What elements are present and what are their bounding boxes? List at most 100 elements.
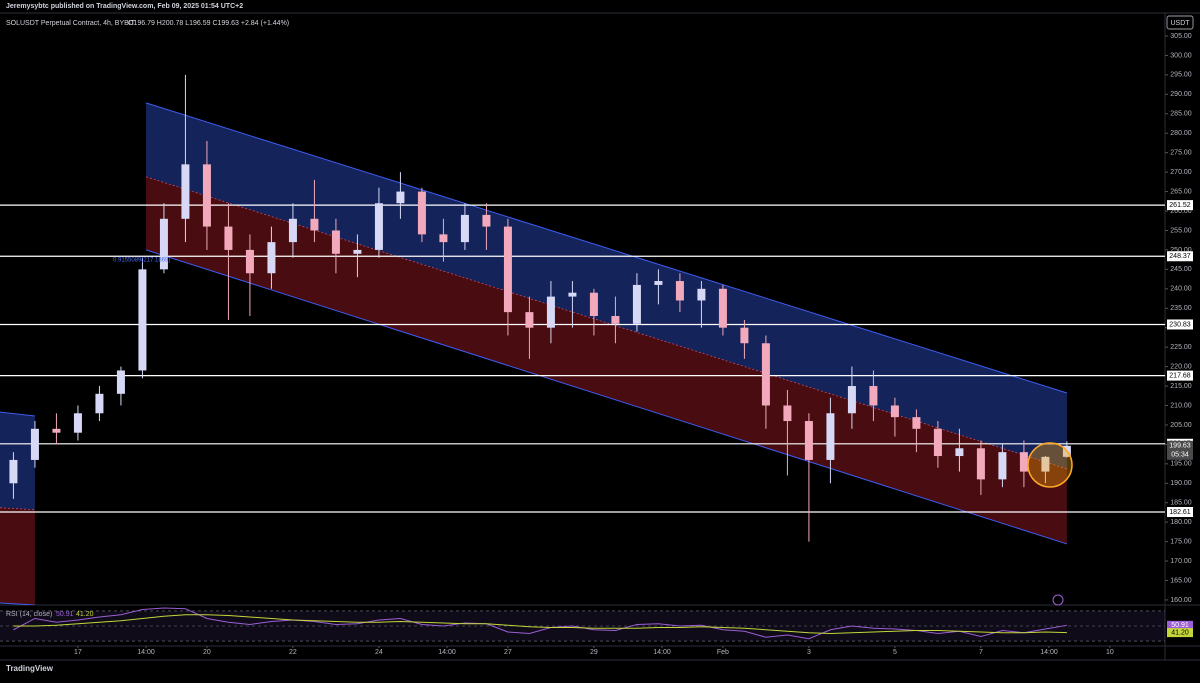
channel-line (0, 602, 35, 605)
rsi-title: RSI (14, close) (6, 611, 52, 618)
candle-body (869, 386, 878, 406)
rsi-legend-value: 50.91 (56, 611, 74, 618)
x-tick-label: 20 (203, 649, 211, 656)
candle-body (331, 230, 340, 254)
currency[interactable]: USDT (1170, 20, 1190, 27)
y-tick-label: 210.00 (1170, 402, 1192, 409)
candle-body (804, 421, 813, 460)
level-label-box (1167, 319, 1193, 330)
ohlc: O196.79 H200.78 L196.59 C199.63 +2.84 (+… (128, 20, 289, 27)
rsi-line (13, 607, 1067, 640)
y-tick-label: 255.00 (1170, 227, 1192, 234)
candle-body (159, 218, 168, 270)
rsi-value-box (1167, 620, 1193, 630)
candle-body (138, 269, 147, 371)
y-tick-label: 260.00 (1170, 208, 1192, 215)
y-tick-label: 270.00 (1170, 169, 1192, 176)
x-tick-label: 7 (979, 649, 983, 656)
candle-body (998, 452, 1007, 480)
candle-body (890, 405, 899, 418)
publisher: Jeremysybtc published on TradingView.com… (6, 3, 243, 10)
candle-body (955, 448, 964, 457)
fib-label: 0.9155089(217.1869) (113, 258, 170, 264)
x-tick-label: 17 (74, 649, 82, 656)
level-label-box (1167, 507, 1193, 518)
candle-body (632, 284, 641, 324)
candle-body (611, 316, 620, 324)
y-tick-label: 305.00 (1170, 33, 1192, 40)
candle-body (740, 327, 749, 344)
candle-body (761, 343, 770, 406)
x-tick-label: 29 (590, 649, 598, 656)
candle-body (310, 218, 319, 231)
channel-line (0, 411, 35, 417)
candle-body (933, 428, 942, 457)
candle-body (224, 226, 233, 250)
candle-body (1019, 452, 1028, 472)
candle-body (396, 191, 405, 204)
candle-body (9, 459, 18, 484)
candle-body (267, 242, 276, 274)
candle-body (417, 191, 426, 235)
x-tick-label: 14:00 (137, 649, 155, 656)
level-label: 230.83 (1169, 321, 1191, 328)
channel-line (145, 249, 1068, 545)
currency-box[interactable] (1166, 15, 1194, 30)
level-label: 217.68 (1169, 372, 1191, 379)
candle-body (30, 428, 39, 460)
candle-body (783, 405, 792, 422)
last-price-box (1167, 440, 1193, 460)
candle-body (912, 417, 921, 429)
candle-body (1041, 456, 1050, 472)
x-tick-label: 24 (375, 649, 383, 656)
y-tick-label: 160.00 (1170, 597, 1192, 604)
channel-lower-fill (146, 176, 1067, 544)
level-label: 248.37 (1169, 253, 1191, 260)
y-tick-label: 295.00 (1170, 72, 1192, 79)
y-tick-label: 300.00 (1170, 52, 1192, 59)
candle-body (73, 413, 82, 433)
y-tick-label: 240.00 (1170, 286, 1192, 293)
channel-lower-fill (0, 507, 35, 605)
candle-body (52, 428, 61, 433)
candle-body (525, 312, 534, 328)
candle-body (353, 249, 362, 254)
candle-body (503, 226, 512, 313)
y-tick-label: 185.00 (1170, 500, 1192, 507)
x-tick-label: 22 (289, 649, 297, 656)
rsi-value: 50.91 (1171, 622, 1189, 629)
y-tick-label: 170.00 (1170, 558, 1192, 565)
alert-icon[interactable] (1052, 594, 1064, 606)
rsi-line (13, 614, 1067, 635)
x-tick-label: Feb (717, 649, 729, 656)
candle-body (245, 249, 254, 274)
y-tick-label: 235.00 (1170, 305, 1192, 312)
y-tick-label: 215.00 (1170, 383, 1192, 390)
candle-body (288, 218, 297, 243)
candle-body (374, 203, 383, 250)
candle-body (181, 164, 190, 219)
symbol: SOLUSDT Perpetual Contract, 4h, BYBIT (6, 20, 136, 27)
channel-upper-fill (146, 102, 1067, 469)
level-label: 182.61 (1169, 509, 1191, 516)
candle-body (439, 234, 448, 243)
candle-body (976, 448, 985, 480)
y-tick-label: 220.00 (1170, 363, 1192, 370)
y-tick-label: 245.00 (1170, 266, 1192, 273)
y-tick-label: 165.00 (1170, 577, 1192, 584)
y-tick-label: 175.00 (1170, 538, 1192, 545)
candle-body (568, 292, 577, 297)
y-tick-label: 285.00 (1170, 111, 1192, 118)
x-tick-label: 3 (807, 649, 811, 656)
level-label-box (1167, 200, 1193, 211)
last-price: 199.63 (1169, 443, 1191, 450)
level-label-box (1167, 370, 1193, 381)
y-tick-label: 225.00 (1170, 344, 1192, 351)
y-tick-label: 205.00 (1170, 422, 1192, 429)
rsi-pane: RSI (14, close) 50.91 41.20 (0, 607, 1165, 642)
channel-mid-line (0, 507, 35, 511)
x-tick-label: 5 (893, 649, 897, 656)
candle-body (95, 393, 104, 414)
candle-body (826, 413, 835, 460)
